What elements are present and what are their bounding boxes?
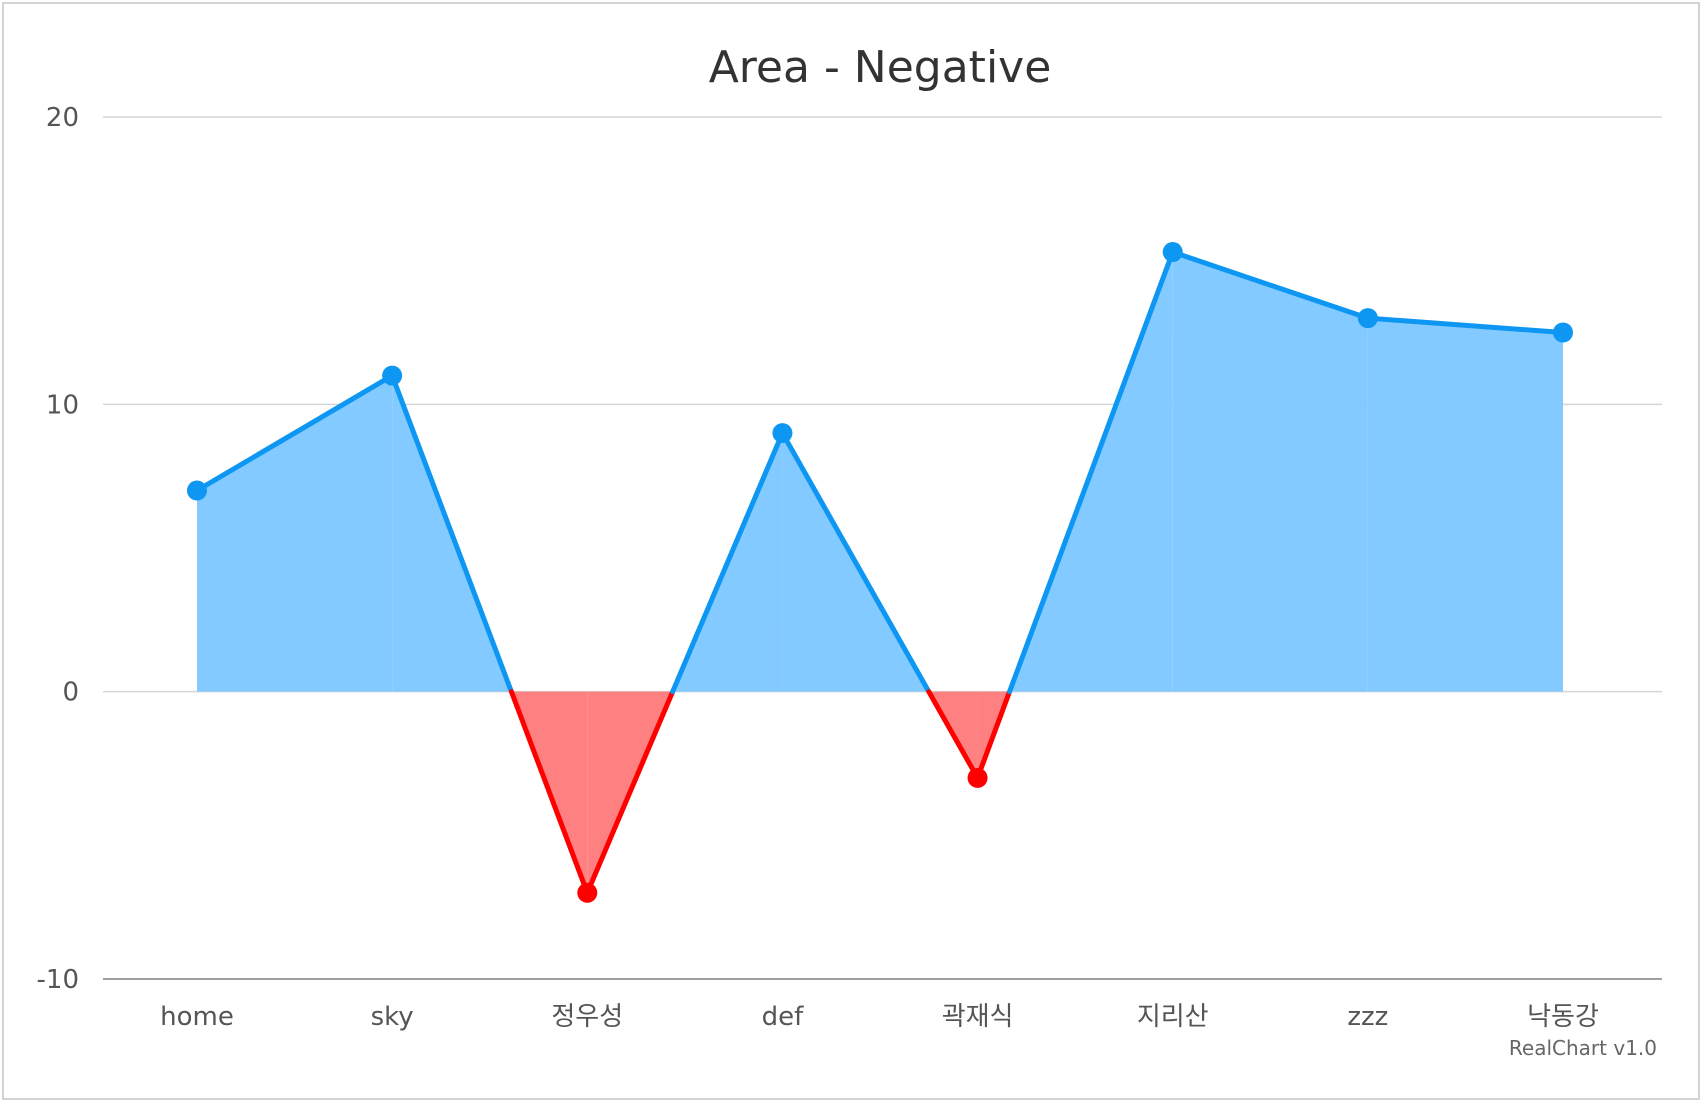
- x-tick-label: 정우성: [551, 1002, 623, 1032]
- realchart-credit[interactable]: RealChart v1.0: [1509, 1036, 1657, 1060]
- x-tick-label: sky: [371, 1002, 414, 1032]
- data-point[interactable]: [1553, 322, 1573, 343]
- x-tick-label: 지리산: [1137, 1002, 1209, 1032]
- negative-line-segment: [584, 689, 676, 896]
- positive-line-segment: [1170, 249, 1371, 321]
- x-tick-label: 낙동강: [1527, 1002, 1599, 1032]
- positive-line-segment: [194, 373, 395, 494]
- data-point[interactable]: [577, 882, 598, 903]
- negative-line-segment: [975, 689, 1013, 781]
- y-tick-label: -10: [37, 965, 79, 995]
- x-tick-label: zzz: [1347, 1002, 1388, 1032]
- data-point[interactable]: [967, 767, 988, 788]
- positive-line-segment: [389, 373, 514, 695]
- negative-line-segment: [926, 689, 981, 781]
- y-tick-label: 0: [62, 678, 79, 708]
- negative-line-segment: [508, 689, 590, 896]
- data-point[interactable]: [1162, 242, 1183, 263]
- positive-line-segment: [670, 430, 785, 695]
- y-tick-label: 10: [46, 390, 79, 420]
- series-line-layer: [194, 249, 1566, 896]
- data-point-layer: [187, 242, 1573, 903]
- chart-title: Area - Negative: [709, 42, 1052, 93]
- tick-label-layer: -10 0 10 20 home sky 정우성 def 곽재식 지리산 zzz 낙동강: [37, 103, 1599, 1032]
- data-point[interactable]: [1357, 308, 1378, 329]
- positive-line-segment: [1007, 249, 1176, 695]
- positive-line-segment: [1365, 315, 1566, 335]
- x-tick-label: 곽재식: [942, 1002, 1014, 1032]
- data-point[interactable]: [382, 365, 403, 386]
- positive-area-fill: [197, 375, 393, 692]
- positive-area-fill: [1367, 318, 1563, 692]
- positive-area-fill: [1172, 252, 1368, 692]
- negative-area-fill: [511, 691, 588, 893]
- positive-line-segment: [779, 430, 932, 695]
- y-tick-label: 20: [46, 103, 79, 133]
- area-fill-layer: [197, 252, 1563, 893]
- data-point[interactable]: [772, 423, 793, 444]
- x-tick-label: home: [160, 1002, 234, 1032]
- x-tick-label: def: [762, 1002, 805, 1032]
- data-point[interactable]: [187, 480, 207, 501]
